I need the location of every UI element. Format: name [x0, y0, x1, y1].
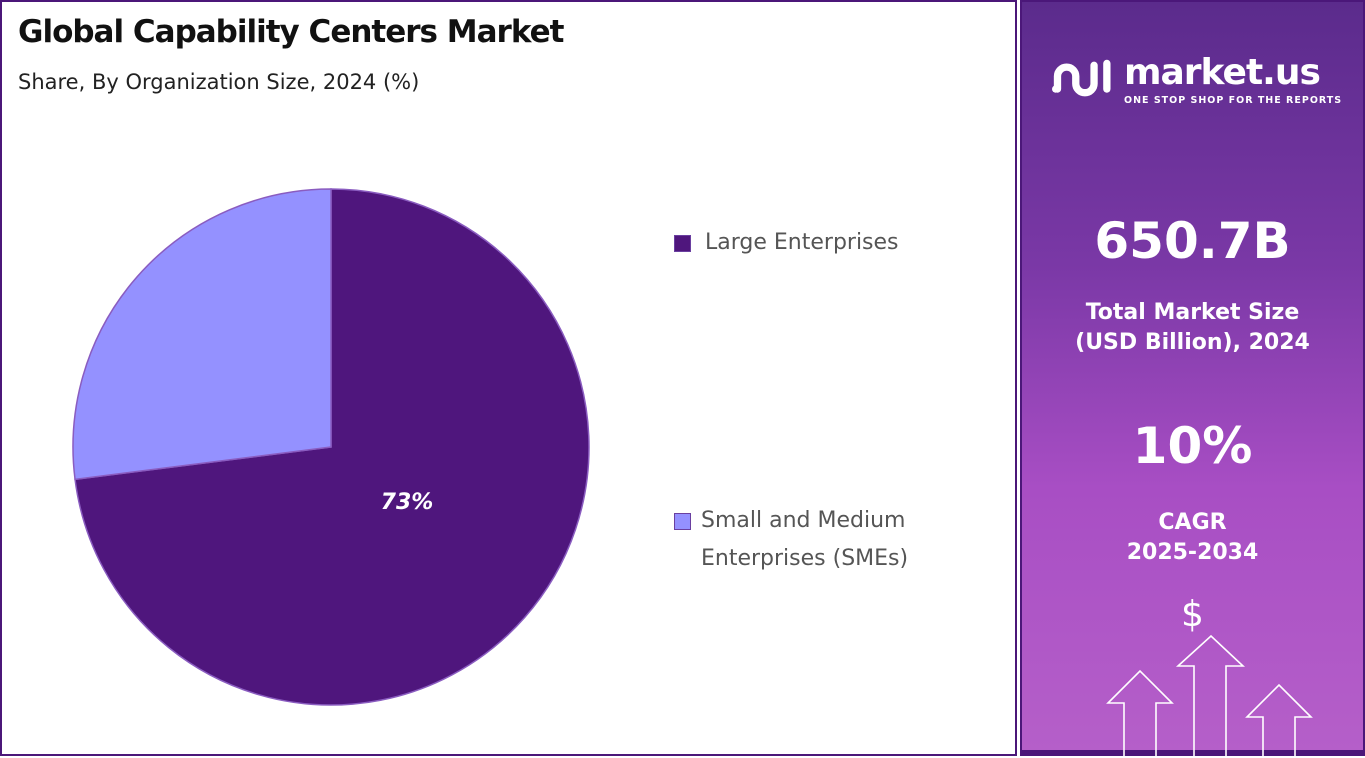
data-label: 73%	[381, 490, 434, 515]
cagr-period: 2025-2034	[1126, 540, 1259, 565]
cagr-label: CAGR	[1158, 510, 1227, 535]
market-size-value: 650.7B	[1094, 212, 1291, 270]
legend-swatch	[674, 235, 691, 252]
summary-panel: market.us ONE STOP SHOP FOR THE REPORTS …	[1020, 0, 1365, 758]
cagr-value: 10%	[1132, 417, 1253, 475]
growth-arrows-icon	[1106, 634, 1313, 758]
pie-slice-small-and-medium-enterprises-smes-	[72, 188, 332, 481]
legend-label: Small and Medium	[701, 508, 906, 533]
legend-swatch	[674, 513, 691, 530]
legend-label: Large Enterprises	[705, 230, 899, 255]
legend-item-large-enterprises: Large Enterprises	[674, 224, 899, 262]
market-us-logo: market.us ONE STOP SHOP FOR THE REPORTS	[1052, 52, 1342, 106]
chart-title: Global Capability Centers Market	[18, 14, 564, 50]
logo-icon	[1052, 59, 1111, 97]
brand-name: market.us	[1124, 52, 1321, 93]
pie-chart: 73%	[72, 188, 590, 706]
market-size-label-2: (USD Billion), 2024	[1075, 330, 1310, 355]
market-size-label: Total Market Size	[1085, 300, 1300, 325]
legend-item-smes: Small and Medium Enterprises (SMEs)	[674, 502, 908, 578]
pie-slice-large-enterprises	[74, 188, 590, 706]
chart-panel: Global Capability Centers Market Share, …	[0, 0, 1017, 756]
legend-label: Enterprises (SMEs)	[701, 546, 909, 571]
dollar-icon: $	[1181, 594, 1204, 635]
chart-subtitle: Share, By Organization Size, 2024 (%)	[18, 70, 420, 94]
brand-tagline: ONE STOP SHOP FOR THE REPORTS	[1124, 95, 1343, 106]
